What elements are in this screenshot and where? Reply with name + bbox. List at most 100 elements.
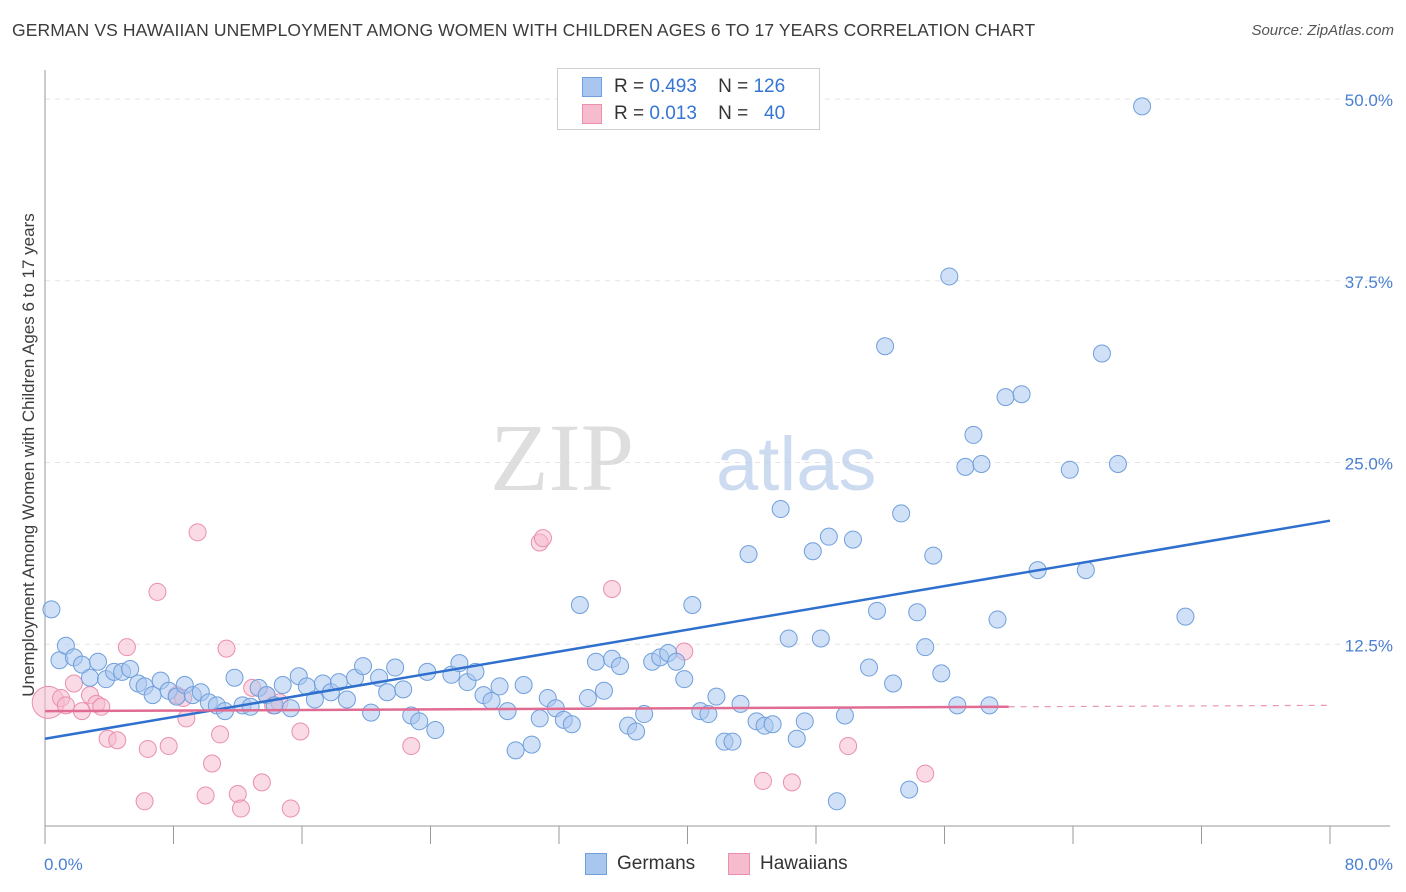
german-point — [675, 670, 694, 689]
german-point — [932, 664, 951, 683]
german-point — [1092, 344, 1111, 363]
hawaiian-point — [402, 737, 421, 756]
hawaiian-point — [231, 799, 250, 818]
legend-n-label: N = — [718, 103, 749, 124]
german-point — [771, 500, 790, 519]
german-point — [514, 675, 533, 694]
german-point — [635, 705, 654, 724]
german-point — [723, 732, 742, 751]
hawaiian-point — [196, 786, 215, 805]
hawaiian-point — [108, 731, 127, 750]
german-point — [884, 674, 903, 693]
german-point — [42, 600, 61, 619]
german-point — [394, 680, 413, 699]
legend-n-value: 40 — [764, 103, 786, 124]
german-point — [956, 457, 975, 476]
german-swatch — [582, 77, 602, 97]
hawaiian-point — [211, 725, 230, 744]
y-tick-label: 12.5% — [1345, 636, 1393, 655]
hawaiian-point — [916, 764, 935, 783]
hawaiian-point — [138, 739, 157, 758]
german-point — [305, 690, 324, 709]
german-point — [940, 267, 959, 286]
legend-n-label: N = — [718, 76, 749, 97]
german-point — [611, 657, 630, 676]
watermark-zip: ZIP — [490, 404, 634, 511]
hawaiian-legend-label: Hawaiians — [760, 853, 848, 874]
german-point — [410, 712, 429, 731]
german-point — [490, 677, 509, 696]
german-trend-line — [44, 519, 1331, 741]
german-point — [354, 657, 373, 676]
german-points — [42, 97, 1195, 811]
chart-title: GERMAN VS HAWAIIAN UNEMPLOYMENT AMONG WO… — [12, 20, 1036, 40]
german-point — [876, 337, 895, 356]
german-point — [281, 699, 300, 718]
legend-r-value: 0.493 — [649, 76, 697, 97]
hawaiian-point — [228, 785, 247, 804]
german-point — [586, 652, 605, 671]
german-point — [362, 703, 381, 722]
german-point — [1108, 454, 1127, 473]
german-point — [570, 596, 589, 615]
german-point — [241, 697, 260, 716]
legend-r-value: 0.013 — [649, 103, 697, 124]
german-point — [667, 652, 686, 671]
hawaiian-legend-swatch — [728, 853, 750, 875]
hawaiian-point — [603, 580, 622, 599]
german-point — [787, 729, 806, 748]
german-point — [386, 658, 405, 677]
hawaiian-point — [117, 638, 136, 657]
bottom-legend-germans: Germans — [585, 850, 695, 878]
german-point — [779, 629, 798, 648]
hawaiian-point — [782, 773, 801, 792]
hawaiian-point — [56, 696, 75, 715]
y-tick-label: 25.0% — [1345, 455, 1393, 474]
german-legend-swatch — [585, 853, 607, 875]
german-point — [860, 658, 879, 677]
hawaiian-point — [92, 697, 111, 716]
german-point — [89, 652, 108, 671]
y-tick-label: 50.0% — [1345, 91, 1393, 110]
legend-n-value: 126 — [753, 76, 786, 97]
german-point — [868, 601, 887, 620]
trend-lines — [44, 519, 1331, 741]
german-point — [707, 687, 726, 706]
german-point — [819, 527, 838, 546]
gridlines — [45, 98, 1390, 645]
legend-row-germans: R = 0.493 N = 126 — [582, 75, 785, 99]
german-point — [1012, 385, 1031, 404]
german-point — [795, 712, 814, 731]
x-tick-label-start: 0.0% — [44, 855, 83, 874]
hawaiian-point — [203, 754, 222, 773]
german-point — [562, 715, 581, 734]
german-point — [763, 715, 782, 734]
hawaiian-points — [31, 523, 935, 818]
german-point — [699, 705, 718, 724]
german-point — [892, 504, 911, 523]
german-point — [225, 668, 244, 687]
german-point — [522, 735, 541, 754]
german-point — [121, 659, 140, 678]
german-point — [908, 603, 927, 622]
german-point — [426, 721, 445, 740]
hawaiian-swatch — [582, 104, 602, 124]
german-point — [988, 610, 1007, 629]
y-axis-label: Unemployment Among Women with Children A… — [19, 213, 38, 697]
german-point — [964, 425, 983, 444]
german-point — [530, 709, 549, 728]
hawaiian-point — [753, 771, 772, 790]
german-legend-label: Germans — [617, 853, 696, 874]
german-point — [835, 706, 854, 725]
legend-r-label: R = — [614, 76, 645, 97]
correlation-legend: R = 0.493 N = 126 R = 0.013 N = 40 — [557, 68, 820, 130]
german-point — [273, 675, 292, 694]
german-point — [594, 681, 613, 700]
german-point — [924, 546, 943, 565]
german-point — [980, 696, 999, 715]
german-point — [803, 542, 822, 561]
hawaiian-point — [839, 737, 858, 756]
hawaiian-point — [135, 792, 154, 811]
german-point — [506, 741, 525, 760]
